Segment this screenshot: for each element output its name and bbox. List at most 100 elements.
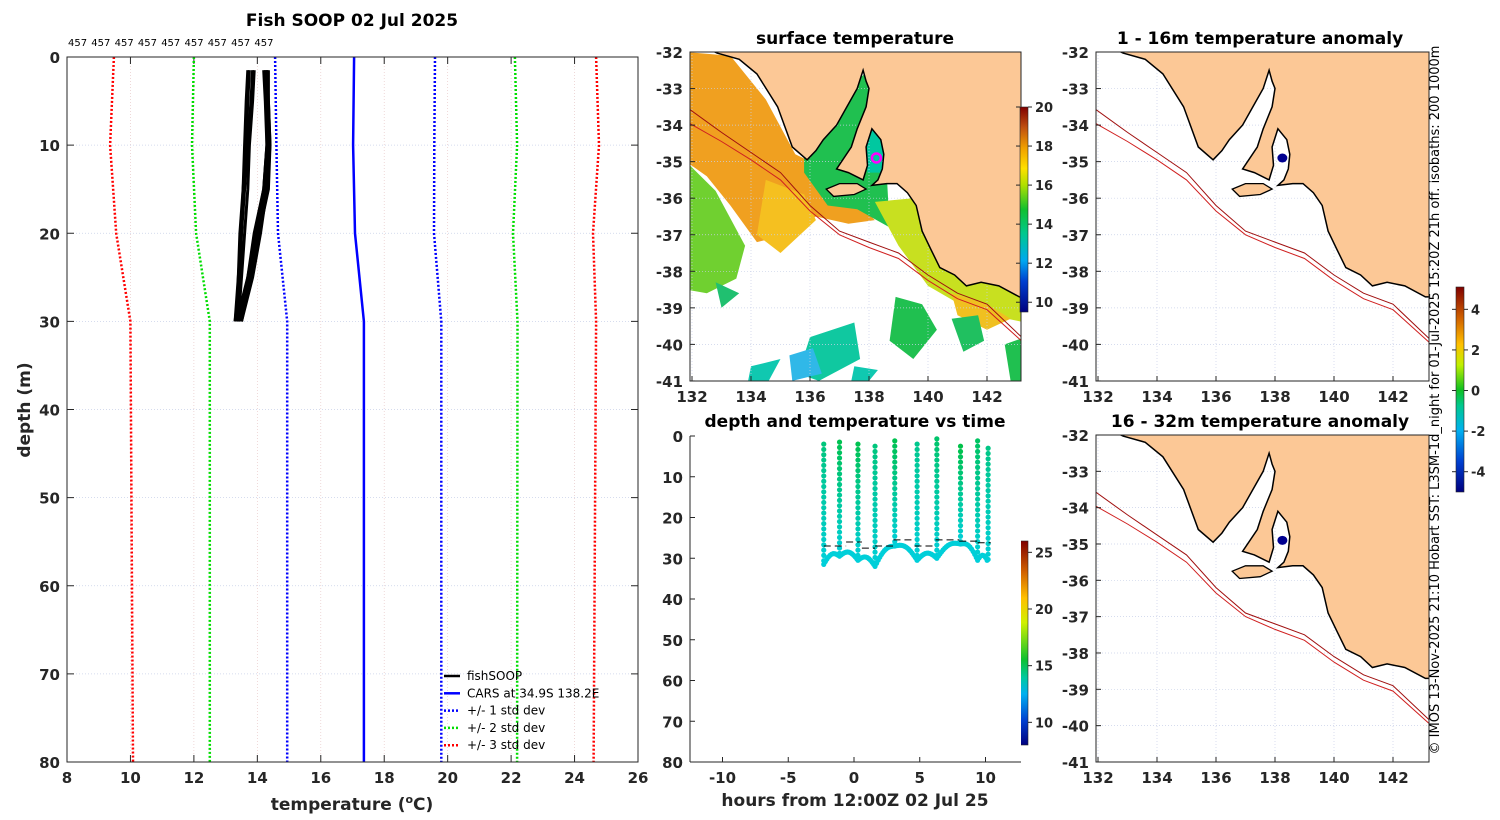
x-tick-label: 24 (564, 769, 585, 787)
y-tick-label: 40 (39, 402, 60, 420)
data-point (934, 521, 940, 527)
data-point (957, 475, 964, 481)
x-tick-label: 14 (247, 769, 268, 787)
y-tick-label: 70 (662, 713, 683, 731)
data-point (872, 485, 878, 492)
data-point (914, 473, 920, 479)
data-point (821, 510, 827, 516)
colorbar-tick-label: 4 (1471, 303, 1480, 318)
data-point (855, 510, 861, 516)
data-point (985, 556, 991, 563)
data-point (892, 485, 898, 492)
lon-tick-label: 142 (1377, 388, 1408, 406)
lat-tick-label: -37 (1062, 227, 1089, 245)
data-point (855, 505, 861, 511)
sst-patch (951, 315, 985, 352)
data-point (892, 501, 898, 508)
series--1-std (432, 56, 443, 762)
fishsoop-profile (235, 70, 269, 322)
data-point (892, 533, 898, 539)
data-point (985, 503, 991, 510)
data-point (855, 499, 861, 506)
cast-label: 457 (138, 38, 157, 49)
data-point (914, 547, 920, 553)
data-point (934, 446, 940, 453)
data-point (985, 519, 991, 525)
colorbar-tick-label: 12 (1035, 257, 1053, 272)
data-point (957, 454, 964, 460)
data-point (975, 480, 981, 486)
lat-tick-label: -41 (656, 373, 683, 391)
series--2-std (190, 56, 212, 762)
x-tick-label: 20 (437, 769, 458, 787)
data-point (892, 512, 898, 518)
data-point (872, 549, 878, 555)
data-point (957, 459, 964, 465)
data-point (872, 544, 878, 550)
isobath-1000m (1096, 123, 1429, 343)
data-point (985, 525, 991, 531)
x-tick-label: 18 (374, 769, 395, 787)
colorbar-tick-label: 10 (1035, 296, 1053, 311)
data-point (892, 528, 898, 534)
anomaly-16-32-title: 16 - 32m temperature anomaly (1111, 412, 1409, 432)
data-point (836, 508, 843, 514)
data-point (892, 523, 898, 529)
colorbar-gradient (1455, 286, 1465, 493)
profile-axes-frame (66, 56, 639, 763)
profile-plot: 8 10 12 14 16 18 20 22 24 26 0 10 20 30 40 50 60 70 80 fish… (39, 49, 648, 787)
lon-tick-label: 142 (971, 388, 1002, 406)
data-point (934, 452, 940, 458)
data-point (892, 517, 898, 523)
lon-tick-label: 134 (735, 388, 766, 406)
data-point (914, 478, 920, 484)
legend-entry: CARS at 34.9S 138.2E (467, 686, 599, 700)
y-tick-label: 80 (39, 754, 60, 772)
lat-tick-label: -36 (1062, 572, 1089, 590)
data-point (975, 485, 981, 492)
lat-tick-label: -41 (1062, 754, 1089, 772)
sst-colorbar: 10 12 14 16 18 20 (1016, 101, 1053, 313)
data-point (914, 515, 920, 521)
lat-tick-label: -39 (1062, 300, 1089, 318)
data-point (957, 443, 964, 449)
profile-title: Fish SOOP 02 Jul 2025 (246, 11, 458, 31)
data-point (855, 489, 861, 495)
data-point (975, 438, 981, 444)
sst-patch (851, 366, 878, 381)
data-point (985, 530, 991, 536)
data-point (914, 483, 920, 490)
data-point (836, 529, 843, 535)
data-point (892, 475, 898, 481)
data-point (975, 475, 981, 481)
data-point (872, 491, 878, 497)
data-point (892, 454, 898, 460)
lat-tick-label: -32 (1062, 427, 1089, 445)
location-marker (870, 152, 883, 164)
colorbar-tick-label: 14 (1035, 218, 1053, 233)
cast-label: 457 (231, 38, 250, 49)
data-point (855, 531, 861, 537)
data-point (985, 540, 991, 547)
data-point (975, 459, 981, 465)
data-point (934, 510, 940, 516)
data-point (914, 531, 920, 537)
colorbar-tick-label: 15 (1035, 660, 1053, 675)
data-point (914, 526, 920, 532)
data-point (821, 494, 827, 500)
data-point (957, 448, 964, 455)
data-point (914, 489, 920, 495)
lat-tick-label: -40 (1062, 718, 1089, 736)
data-point (836, 545, 843, 551)
depth-time-colorbar: 10 15 20 25 (1016, 540, 1053, 746)
data-point (957, 464, 964, 470)
data-point (872, 448, 878, 455)
data-point (934, 473, 940, 479)
cast-label: 457 (185, 38, 204, 49)
data-point (836, 540, 843, 546)
y-tick-label: 50 (662, 632, 683, 650)
kangaroo-island (1231, 565, 1274, 580)
series--1-std (273, 56, 289, 762)
y-tick-label: 30 (662, 550, 683, 568)
data-point (934, 489, 940, 495)
